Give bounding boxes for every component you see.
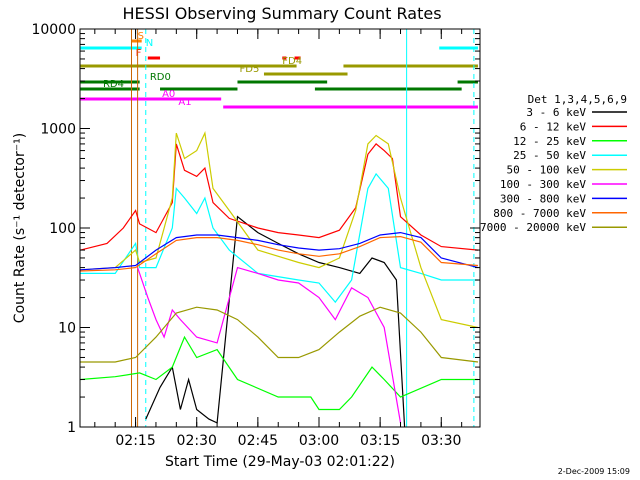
legend-entry-label: 100 - 300 keV [500,178,586,191]
state-label-rd0: RD0 [150,72,171,83]
series-line-5 [137,266,402,424]
series-line-4 [80,131,479,329]
y-axis: 1 10 100 1000 10000 [31,22,480,436]
x-axis: 02:15 02:30 02:45 03:00 03:15 03:30 [94,29,463,449]
chart-title: HESSI Observing Summary Count Rates [122,4,441,23]
legend-entry-label: 3 - 6 keV [526,106,586,119]
legend-entry-label: 800 - 7000 keV [493,207,586,220]
series-line-3 [80,172,478,304]
legend-entry-label: 12 - 25 keV [513,135,586,148]
x-tick-label: 02:30 [177,433,217,449]
state-label-a0: A0 [162,89,175,100]
state-label-s: S [138,31,144,42]
x-axis-label: Start Time (29-May-03 02:01:22) [165,454,395,470]
y-tick-label: 100 [49,221,76,237]
series-line-0 [145,215,406,428]
series-line-6 [80,231,479,271]
state-label-n: N [146,38,153,49]
legend-entry-label: 300 - 800 keV [500,192,586,205]
series-line-7 [80,235,479,272]
y-axis-label: Count Rate (s⁻¹ detector⁻¹) [12,133,28,323]
state-label-fd5: FD5 [240,64,260,75]
x-tick-label: 03:00 [299,433,339,449]
legend-entry-label: 25 - 50 keV [513,149,586,162]
legend-entry-label: 50 - 100 keV [507,164,587,177]
series-line-1 [80,143,479,251]
series-lines [80,131,479,428]
y-tick-label: 1000 [40,122,76,138]
state-label-f: F [136,48,142,59]
y-tick-label: 10 [58,321,76,337]
x-tick-label: 03:30 [421,433,461,449]
series-line-8 [80,306,479,363]
legend-title: Det 1,3,4,5,6,9 [528,93,627,106]
series-line-2 [80,335,478,411]
x-tick-label: 02:45 [238,433,278,449]
y-tick-label: 10000 [31,22,76,38]
y-tick-label: 1 [67,420,76,436]
x-tick-label: 03:15 [360,433,400,449]
footer-date: 2-Dec-2009 15:09 [558,467,630,476]
state-label-a1: A1 [178,97,191,108]
state-label-fd4: FD4 [282,56,302,67]
legend-entry-label: 7000 - 20000 keV [480,221,586,234]
legend-entry-label: 6 - 12 keV [520,120,587,133]
state-label-rd4: RD4 [103,79,124,90]
x-tick-label: 02:15 [115,433,155,449]
